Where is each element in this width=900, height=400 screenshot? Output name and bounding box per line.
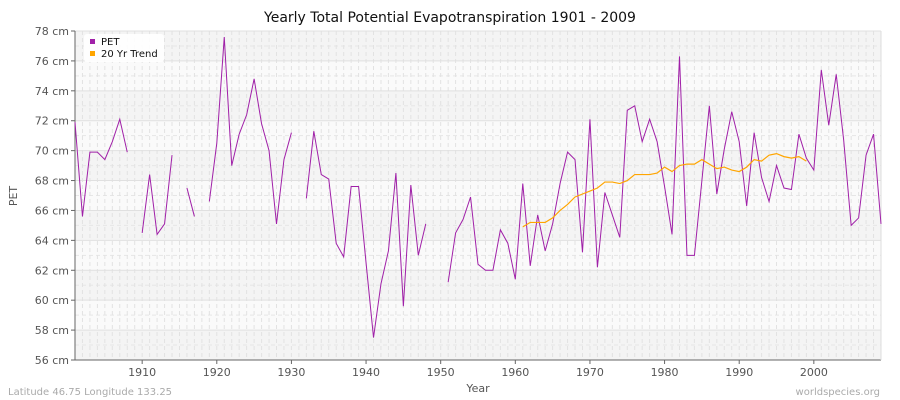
y-tick-label: 66 cm — [35, 204, 69, 217]
y-tick-label: 58 cm — [35, 324, 69, 337]
y-tick-label: 70 cm — [35, 145, 69, 158]
legend-label-pet: PET — [101, 37, 120, 48]
x-tick-label: 1940 — [352, 366, 380, 379]
y-tick-label: 62 cm — [35, 264, 69, 277]
x-axis-label: Year — [465, 382, 490, 395]
x-tick-label: 1910 — [128, 366, 156, 379]
y-tick-label: 60 cm — [35, 294, 69, 307]
pet-line-segment — [74, 117, 128, 217]
y-tick-label: 56 cm — [35, 354, 69, 367]
x-tick-label: 1920 — [203, 366, 231, 379]
legend-swatch-pet — [90, 39, 95, 44]
y-axis-label: PET — [7, 186, 20, 207]
legend-swatch-trend — [90, 51, 95, 56]
y-tick-label: 68 cm — [35, 175, 69, 188]
x-tick-label: 1950 — [427, 366, 455, 379]
pet-line-segment — [186, 187, 195, 217]
location-footer: Latitude 46.75 Longitude 133.25 — [8, 387, 172, 398]
source-footer: worldspecies.org — [796, 387, 880, 398]
legend-label-trend: 20 Yr Trend — [101, 49, 158, 60]
x-tick-label: 1970 — [576, 366, 604, 379]
x-tick-label: 1990 — [725, 366, 753, 379]
y-tick-label: 64 cm — [35, 234, 69, 247]
x-tick-label: 1930 — [277, 366, 305, 379]
y-tick-label: 74 cm — [35, 85, 69, 98]
pet-line-segment — [208, 36, 292, 224]
x-tick-label: 1960 — [501, 366, 529, 379]
chart-title: Yearly Total Potential Evapotranspiratio… — [263, 10, 636, 26]
y-tick-label: 76 cm — [35, 55, 69, 68]
x-tick-label: 1980 — [651, 366, 679, 379]
y-tick-label: 78 cm — [35, 25, 69, 38]
y-tick-label: 72 cm — [35, 115, 69, 128]
x-tick-label: 2000 — [800, 366, 828, 379]
legend: PET 20 Yr Trend — [84, 34, 164, 62]
